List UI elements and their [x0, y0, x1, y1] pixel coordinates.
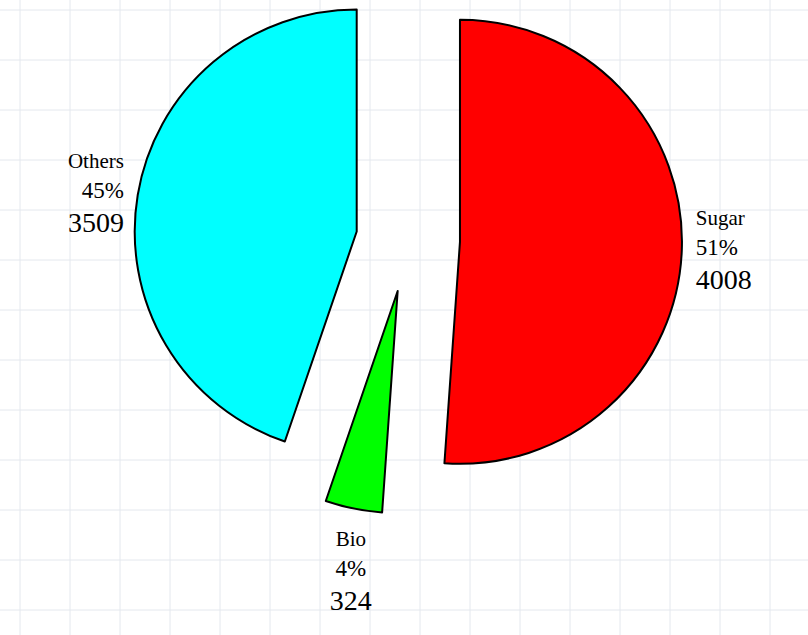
background-grid [0, 0, 808, 635]
background-line [0, 560, 808, 561]
background-line [0, 110, 808, 111]
category-label: Others [68, 149, 124, 173]
background-line [120, 0, 121, 635]
pie-slice [444, 20, 682, 464]
share-label: 45% [82, 178, 124, 203]
background-line [720, 0, 721, 635]
background-line [0, 360, 808, 361]
background-line [70, 0, 71, 635]
background-line [0, 510, 808, 511]
background-line [0, 460, 808, 461]
value-label: 324 [330, 585, 372, 616]
background-line [0, 10, 808, 11]
pie-slice [135, 9, 357, 441]
background-line [420, 0, 421, 635]
background-line [0, 260, 808, 261]
background-line [20, 0, 21, 635]
pie-slice [326, 291, 398, 512]
share-label: 51% [696, 235, 738, 260]
background-line [770, 0, 771, 635]
background-line [0, 410, 808, 411]
slices [135, 9, 682, 512]
background-line [0, 610, 808, 611]
category-label: Bio [336, 527, 366, 551]
chart: Sugar 51% 4008 Bio 4% 324 Others 45% 3509 [0, 0, 808, 635]
value-label: 4008 [696, 264, 752, 295]
background-line [0, 310, 808, 311]
background-line [370, 0, 371, 635]
labels: Sugar 51% 4008 Bio 4% 324 Others 45% 3509 [68, 149, 752, 617]
background-line [0, 60, 808, 61]
share-label: 4% [335, 556, 366, 581]
category-label: Sugar [696, 206, 745, 230]
value-label: 3509 [68, 207, 124, 238]
